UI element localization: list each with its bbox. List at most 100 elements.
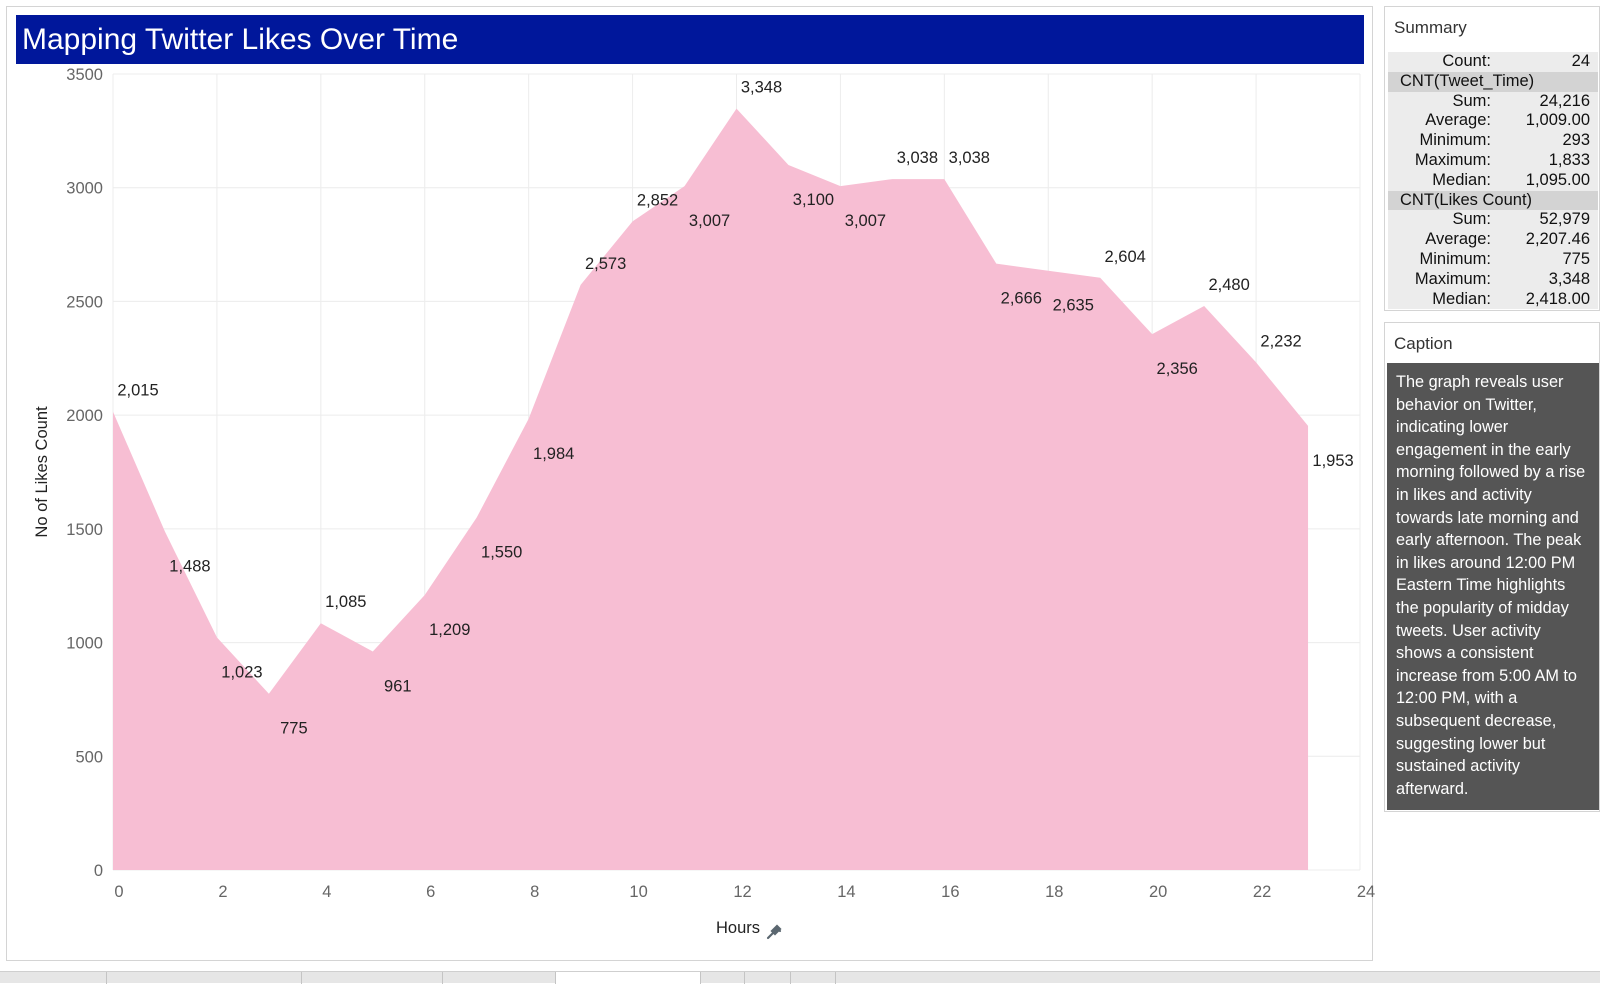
data-point[interactable] [577, 281, 585, 289]
summary-row-count: Count: 24 [1388, 52, 1598, 72]
tab-divider [106, 972, 107, 984]
summary-row: Maximum: 3,348 [1388, 269, 1598, 290]
summary-row: Median: 2,418.00 [1388, 289, 1598, 310]
y-axis-ticks: 0 500 1000 1500 2000 2500 3000 3500 [66, 66, 103, 880]
sheet-tab-active[interactable] [555, 972, 700, 984]
data-point[interactable] [940, 175, 948, 183]
data-point[interactable] [1252, 358, 1260, 366]
x-tick-label: 6 [426, 883, 435, 901]
data-point[interactable] [421, 591, 429, 599]
data-point[interactable] [1148, 330, 1156, 338]
data-label: 775 [280, 720, 308, 738]
x-tick-label: 12 [733, 883, 751, 901]
data-label: 3,348 [741, 79, 782, 97]
data-point[interactable] [265, 690, 273, 698]
summary-row: Average: 2,207.46 [1388, 230, 1598, 250]
data-label: 3,038 [897, 149, 938, 167]
summary-value: 2,207.46 [1525, 230, 1590, 249]
sheet-tab-strip[interactable] [0, 971, 1600, 984]
data-point[interactable] [629, 217, 637, 225]
data-label: 2,666 [1001, 290, 1042, 308]
data-point[interactable] [161, 528, 169, 536]
data-point[interactable] [109, 408, 117, 416]
x-axis-title[interactable]: Hours [716, 919, 760, 937]
summary-value: 1,095.00 [1525, 170, 1590, 189]
data-label: 2,015 [117, 382, 158, 400]
summary-row: Average: 1,009.00 [1388, 111, 1598, 132]
data-point[interactable] [888, 175, 896, 183]
x-tick-label: 10 [629, 883, 647, 901]
data-point[interactable] [992, 260, 1000, 268]
tab-divider [835, 972, 836, 984]
data-point[interactable] [836, 182, 844, 190]
summary-title: Summary [1394, 18, 1467, 37]
y-axis-title: No of Likes Count [33, 406, 51, 538]
summary-label: Maximum: [1414, 150, 1491, 169]
data-point[interactable] [317, 619, 325, 627]
data-point[interactable] [213, 633, 221, 641]
x-tick-label: 14 [837, 883, 855, 901]
x-tick-label: 24 [1357, 883, 1375, 901]
x-axis-ticks: 0 2 4 6 8 10 12 14 16 18 20 22 24 [114, 883, 1375, 901]
data-point[interactable] [1044, 267, 1052, 275]
data-point[interactable] [681, 182, 689, 190]
summary-panel: Summary Count: 24 CNT(Tweet_Time) Sum: 2… [1384, 6, 1600, 311]
summary-value: 24,216 [1539, 91, 1590, 110]
summary-value: 52,979 [1539, 210, 1590, 229]
caption-title: Caption [1394, 334, 1453, 353]
data-point[interactable] [733, 105, 741, 113]
summary-row: Maximum: 1,833 [1388, 150, 1598, 171]
y-tick-label: 0 [94, 862, 103, 880]
tab-divider [442, 972, 443, 984]
data-label: 2,573 [585, 255, 626, 273]
data-label: 1,550 [481, 543, 522, 561]
tab-divider [555, 972, 556, 984]
summary-label: Median: [1432, 170, 1491, 189]
summary-row: Sum: 24,216 [1388, 91, 1598, 112]
data-labels: 2,015 1,488 1,023 775 1,085 961 1,209 1,550 1,98… [117, 79, 1353, 738]
summary-value: 293 [1562, 131, 1590, 150]
data-point[interactable] [473, 513, 481, 521]
x-tick-label: 22 [1253, 883, 1271, 901]
tab-divider [790, 972, 791, 984]
data-label: 1,023 [221, 663, 262, 681]
y-tick-label: 500 [75, 748, 103, 766]
summary-label: Count: [1442, 52, 1491, 70]
data-label: 3,100 [793, 191, 834, 209]
x-tick-label: 20 [1149, 883, 1167, 901]
data-label: 2,480 [1208, 276, 1249, 294]
summary-label: Minimum: [1419, 131, 1491, 150]
data-label: 3,007 [689, 212, 730, 230]
summary-group-header: CNT(Likes Count) [1388, 190, 1598, 211]
summary-label: Sum: [1452, 210, 1491, 229]
summary-table: Count: 24 CNT(Tweet_Time) Sum: 24,216 Av… [1388, 52, 1598, 310]
data-point[interactable] [1200, 302, 1208, 310]
pin-icon[interactable] [766, 924, 782, 940]
data-point[interactable] [784, 161, 792, 169]
summary-label: Median: [1432, 289, 1491, 308]
data-point[interactable] [525, 415, 533, 423]
data-label: 1,085 [325, 593, 366, 611]
summary-label: Minimum: [1419, 249, 1491, 268]
y-tick-label: 1500 [66, 521, 103, 539]
y-tick-label: 3000 [66, 180, 103, 198]
data-label: 1,984 [533, 445, 574, 463]
x-tick-label: 0 [114, 883, 123, 901]
data-point[interactable] [1304, 422, 1312, 430]
area-series[interactable] [109, 105, 1312, 870]
data-label: 2,356 [1157, 360, 1198, 378]
data-label: 2,604 [1105, 248, 1146, 266]
summary-row: Median: 1,095.00 [1388, 170, 1598, 191]
summary-label: Average: [1425, 230, 1491, 249]
data-point[interactable] [1096, 274, 1104, 282]
summary-value: 3,348 [1548, 269, 1590, 288]
summary-group-name: CNT(Tweet_Time) [1400, 71, 1535, 90]
likes-area[interactable] [113, 108, 1309, 870]
x-tick-label: 2 [218, 883, 227, 901]
data-label: 1,953 [1312, 452, 1353, 470]
data-point[interactable] [369, 647, 377, 655]
y-tick-label: 3500 [66, 66, 103, 84]
data-label: 2,852 [637, 191, 678, 209]
summary-group-header: CNT(Tweet_Time) [1388, 71, 1598, 92]
